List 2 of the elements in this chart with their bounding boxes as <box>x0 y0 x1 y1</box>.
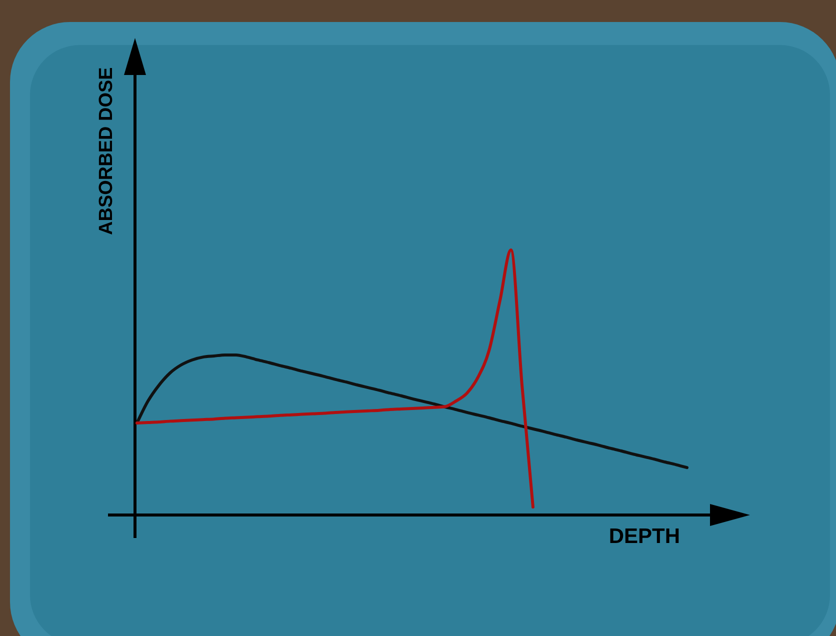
x-axis-title: DEPTH <box>608 525 680 548</box>
y-axis-title: ABSORBED DOSE <box>96 67 117 235</box>
